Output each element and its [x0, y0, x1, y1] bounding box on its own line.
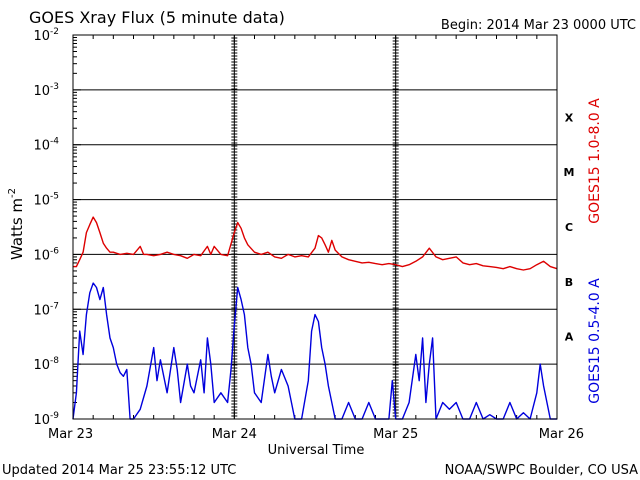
y-axis-label-text: Watts m — [8, 198, 26, 260]
credit-text: NOAA/SWPC Boulder, CO USA — [445, 463, 638, 478]
x-axis-ticks: Mar 23 Mar 24 Mar 25 Mar 26 — [48, 35, 584, 442]
updated-timestamp: Updated 2014 Mar 25 23:55:12 UTC — [2, 463, 236, 478]
legend-short-channel-label: GOES15 0.5-4.0 A — [587, 278, 603, 404]
y-axis-label-exponent: -2 — [7, 188, 18, 198]
flare-class-label: X — [565, 111, 574, 124]
x-tick-label: Mar 24 — [212, 427, 257, 442]
flare-class-labels: A B C M X — [564, 111, 575, 343]
flare-class-label: M — [564, 166, 575, 179]
series-layer — [72, 216, 558, 420]
y-tick-label: 10-4 — [33, 137, 59, 154]
svg-text:Watts m-2: Watts m-2 — [7, 188, 26, 260]
y-axis-label: Watts m-2 — [7, 188, 26, 260]
flare-class-label: C — [565, 221, 573, 234]
x-axis-label: Universal Time — [268, 443, 365, 458]
series-line-long-channel — [73, 216, 558, 271]
x-tick-label: Mar 26 — [539, 427, 584, 442]
series-line-short-channel — [72, 282, 557, 420]
y-tick-label: 10-9 — [33, 411, 59, 428]
legend-long-channel: GOES15 1.0-8.0 A — [587, 98, 603, 224]
y-tick-label: 10-8 — [33, 356, 59, 373]
y-tick-label: 10-6 — [33, 246, 59, 263]
legend-short-channel: GOES15 0.5-4.0 A — [587, 278, 603, 404]
grid-lines — [73, 34, 557, 419]
y-axis-ticks: 10-9 10-8 10-7 10-6 10-5 10-4 10-3 10-2 — [33, 27, 81, 428]
y-tick-label: 10-7 — [33, 301, 59, 318]
flare-class-label: B — [565, 276, 573, 289]
y-tick-label: 10-3 — [33, 82, 59, 99]
legend-long-channel-label: GOES15 1.0-8.0 A — [587, 98, 603, 224]
x-tick-label: Mar 25 — [373, 427, 418, 442]
plot-frame — [72, 34, 558, 420]
begin-date: Begin: 2014 Mar 23 0000 UTC — [441, 18, 636, 33]
flare-class-label: A — [565, 331, 574, 344]
y-tick-label: 10-2 — [33, 27, 59, 44]
chart-title: GOES Xray Flux (5 minute data) — [29, 8, 285, 27]
x-tick-label: Mar 23 — [48, 427, 93, 442]
y-tick-label: 10-5 — [33, 192, 59, 209]
